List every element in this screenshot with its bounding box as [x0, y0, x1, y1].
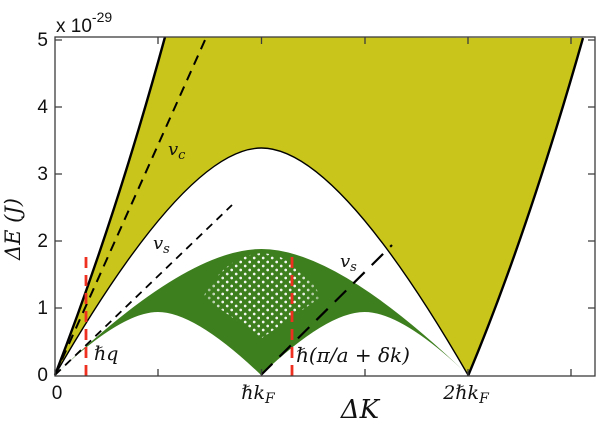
- charge-right-boundary-curve: [466, 37, 585, 377]
- vs-right-label: vs: [340, 251, 357, 275]
- y-tick-5: 5: [37, 30, 48, 51]
- charge-left-boundary-curve: [53, 36, 167, 376]
- x-axis-ticks-top: [157, 37, 572, 44]
- x-tick-kf: ℏkF: [241, 382, 276, 407]
- charge-continuum-region: [55, 37, 583, 376]
- y-axis-exponent-label: x 10-29: [56, 9, 112, 37]
- vs-left-label: vs: [153, 233, 170, 257]
- y-tick-3: 3: [37, 164, 48, 185]
- x-tick-0: 0: [52, 383, 63, 404]
- x-tick-2kf: 2ℏkF: [442, 382, 490, 407]
- y-axis-ticks-left: [55, 39, 62, 309]
- plot-frame: [54, 36, 596, 377]
- charge-lower-boundary-curve: [54, 147, 469, 376]
- y-tick-2: 2: [37, 231, 48, 252]
- y-axis-ticks-right: [588, 39, 595, 309]
- y-axis-label: ΔE (J): [1, 198, 25, 261]
- y-tick-4: 4: [37, 97, 48, 118]
- x-axis-label: ΔK: [340, 395, 381, 424]
- vc-label: vc: [168, 139, 186, 163]
- h-pi-a-dk-label: ℏ(π/a + δk): [296, 343, 410, 367]
- vs-dashed-line-right: [260, 244, 393, 376]
- x-axis-ticks-bottom: [54, 369, 572, 376]
- hq-label: ℏq: [94, 343, 118, 365]
- y-tick-1: 1: [37, 298, 48, 319]
- y-tick-0: 0: [37, 365, 48, 386]
